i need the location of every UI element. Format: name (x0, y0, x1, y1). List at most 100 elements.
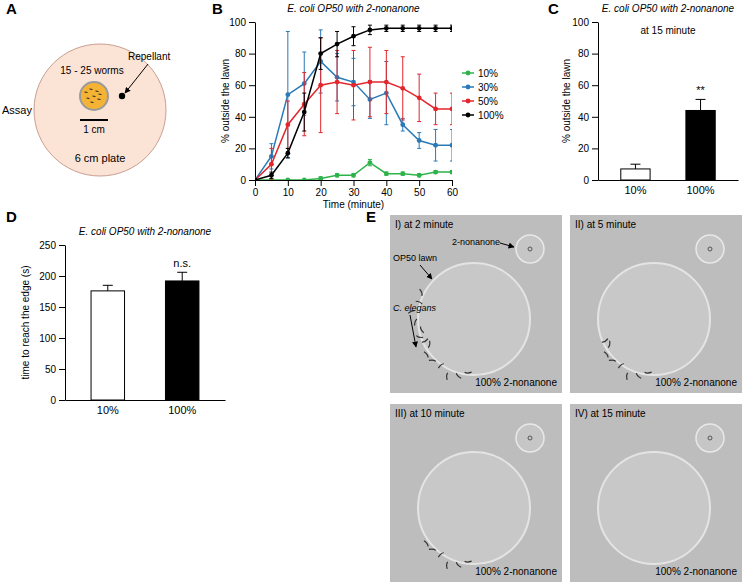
error-bar (434, 129, 438, 161)
legend-label: 100% (478, 110, 504, 121)
worm-icon (90, 89, 93, 91)
photo-annotation: OP50 lawn (393, 253, 437, 263)
tick-mark (249, 22, 255, 23)
legend-marker (466, 71, 471, 76)
repellant-label: Repellant (128, 51, 170, 62)
point (255, 178, 257, 180)
error-bar (319, 30, 323, 93)
photo-annotation: C. elegans (393, 303, 437, 313)
point (417, 95, 422, 100)
photo-label: III) at 10 minute (395, 408, 465, 419)
worm (422, 339, 428, 343)
worm (438, 364, 443, 368)
worm (438, 553, 443, 557)
photo-background (570, 404, 742, 582)
point (285, 178, 290, 180)
point (433, 107, 438, 112)
point (285, 151, 290, 156)
worm-icon (99, 94, 102, 96)
error-bar (319, 38, 323, 133)
legend: 10%30%50%100% (462, 68, 504, 121)
drop (516, 424, 544, 452)
legend-marker (466, 99, 471, 104)
tick: 10% (624, 184, 646, 196)
chart-subtitle: at 15 minute (640, 25, 695, 36)
point (433, 143, 438, 148)
worm (645, 372, 652, 374)
tick-label: 100% (168, 404, 196, 416)
tick-label: 100 (39, 333, 56, 344)
point (384, 26, 389, 31)
bar-chart: 10%100%050100150200250n.s.E. coli OP50 w… (20, 226, 226, 416)
point (351, 173, 356, 178)
tick-label: 20 (235, 143, 247, 154)
drop (696, 424, 724, 452)
tick: 30 (348, 180, 360, 198)
error-bar (450, 129, 452, 161)
tick: 20 (578, 143, 598, 154)
tick: 250 (39, 240, 65, 251)
bar (165, 281, 198, 400)
pointer-arrow (410, 315, 416, 347)
error-bar (417, 174, 421, 177)
worm (424, 541, 428, 547)
drop (516, 235, 544, 263)
photo-annotation: 2-nonanone (452, 237, 500, 247)
series-line (255, 28, 452, 180)
tick-mark (452, 180, 453, 186)
photo-panel: IV) at 15 minute100% 2-nonanone (570, 404, 742, 582)
tick: 20 (235, 143, 255, 154)
tick-label: 10% (97, 404, 119, 416)
x-axis: 10%100% (599, 181, 739, 196)
series-line (255, 82, 452, 180)
tick: 10% (97, 404, 119, 416)
x-axis-line (599, 180, 739, 181)
worm (636, 373, 641, 378)
error-bar (302, 73, 306, 136)
panel-letter: A (6, 0, 17, 17)
tick-mark (59, 245, 65, 246)
error-bar (335, 31, 339, 56)
point (255, 178, 257, 180)
tick-label: 10% (624, 184, 646, 196)
point (368, 80, 373, 85)
error-bar (368, 47, 372, 117)
lawn (418, 452, 530, 564)
scale-label: 1 cm (83, 124, 105, 135)
tick-mark (249, 148, 255, 149)
drop-center (528, 247, 532, 251)
bar (686, 110, 715, 180)
tick-label: 50 (414, 187, 426, 198)
tick: 50 (45, 364, 65, 375)
y-axis: 020406080100 (572, 17, 598, 186)
tick-mark (249, 180, 255, 181)
error-bar (417, 25, 421, 31)
tick: 100% (168, 404, 196, 416)
annotation: ** (696, 84, 705, 96)
repellant-drop (119, 93, 125, 99)
tick: 100 (572, 17, 598, 28)
photo-label: II) at 5 minute (575, 219, 637, 230)
legend-marker (466, 113, 471, 118)
series (255, 25, 452, 180)
worm (456, 373, 461, 378)
point (368, 160, 373, 165)
worm-icon (85, 92, 88, 94)
point (450, 170, 452, 175)
tick: 0 (253, 180, 259, 198)
pointer-arrow (500, 243, 514, 247)
panel-letter: B (212, 0, 223, 17)
error-bar (434, 171, 438, 174)
error-bar (319, 177, 323, 180)
worm (429, 549, 436, 550)
plate (34, 44, 166, 176)
point (335, 80, 340, 85)
tick-label: 200 (39, 271, 56, 282)
tick-mark (59, 276, 65, 277)
error-bar (352, 50, 356, 120)
legend-label: 10% (478, 68, 498, 79)
worm (465, 372, 472, 374)
lawn (598, 263, 710, 375)
panel-letter: C (548, 0, 559, 17)
point (433, 170, 438, 175)
